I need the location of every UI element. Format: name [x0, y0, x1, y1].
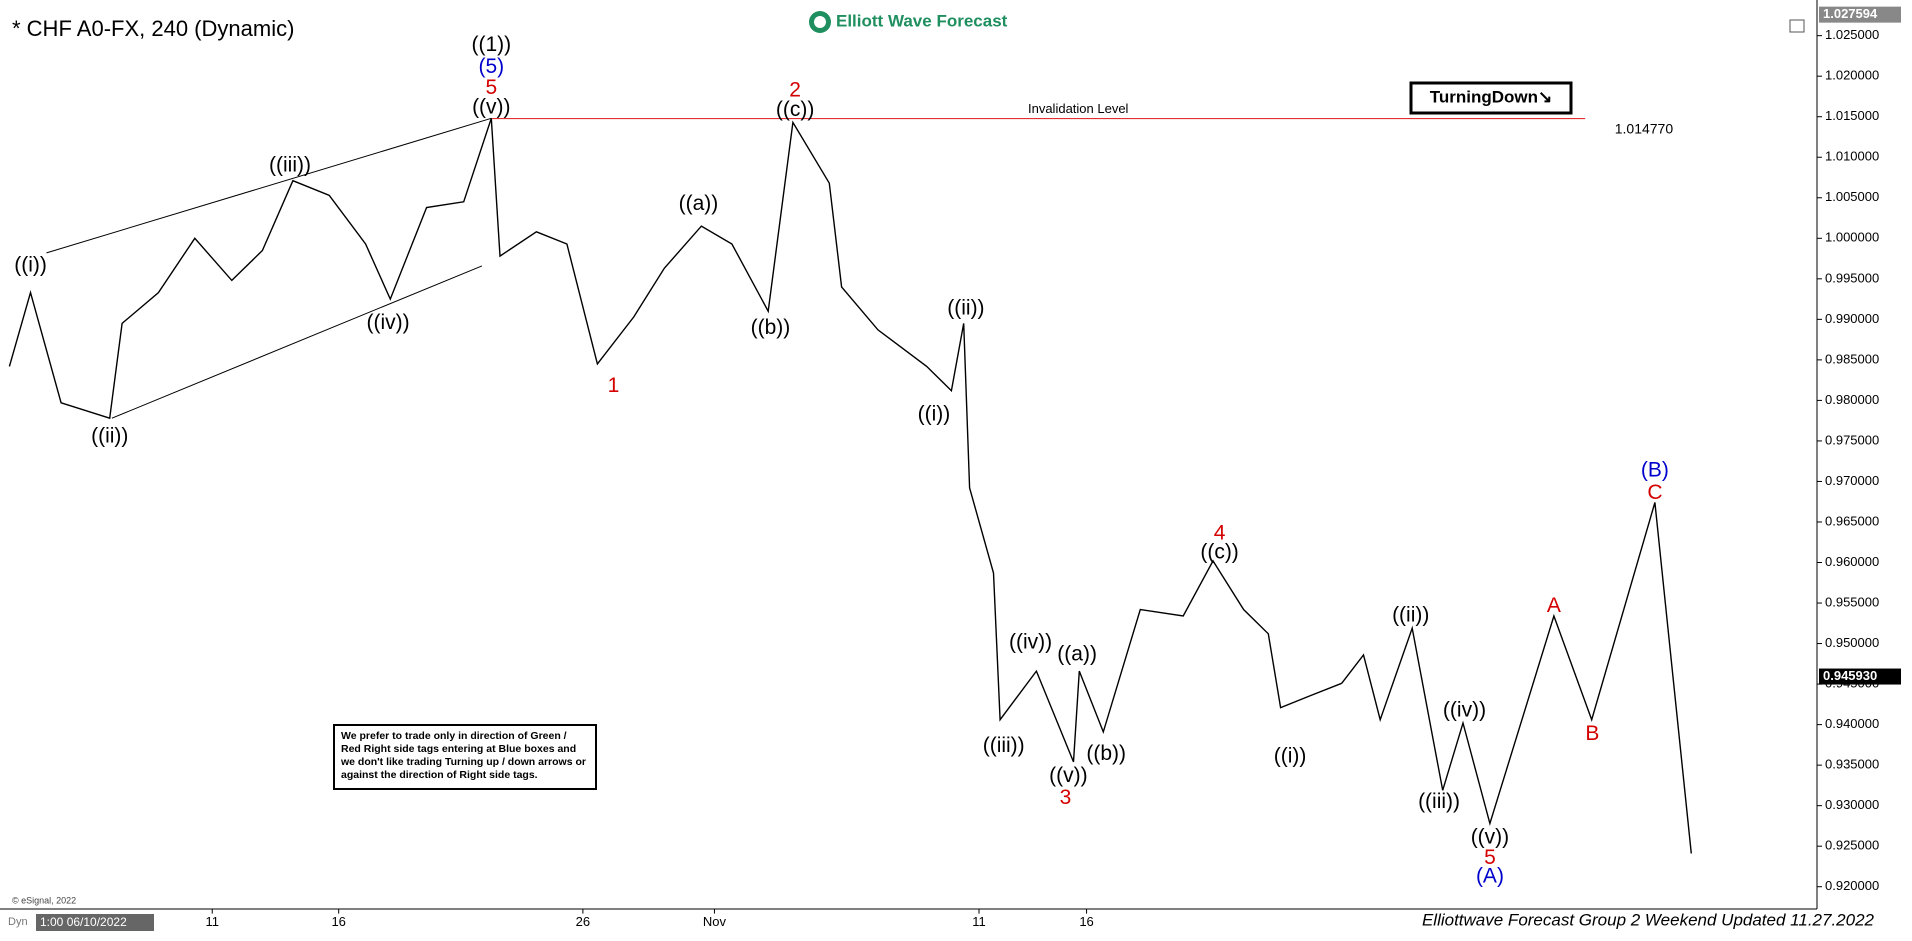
trend-line [46, 117, 492, 254]
wave-label: ((b)) [751, 316, 791, 339]
start-label-box [36, 914, 154, 931]
last-price: 0.945930 [1823, 668, 1877, 683]
wave-label: (B) [1641, 458, 1669, 481]
wave-label: ((v)) [1049, 764, 1087, 787]
wave-label: ((iii)) [269, 154, 311, 177]
wave-label: 5 [485, 76, 497, 99]
wave-label: C [1647, 481, 1662, 504]
wave-label: ((c)) [776, 98, 814, 121]
wave-label: ((ii)) [91, 424, 128, 447]
top-marker-box [1819, 6, 1901, 23]
copyright: © eSignal, 2022 [12, 895, 76, 905]
y-tick-label: 0.960000 [1825, 554, 1879, 569]
wave-label: ((c)) [1200, 540, 1238, 563]
wave-label: ((a)) [679, 192, 719, 215]
wave-label: 1 [608, 374, 620, 397]
wave-label: ((ii)) [1392, 604, 1429, 627]
projection-line [1341, 502, 1692, 854]
y-tick-label: 0.950000 [1825, 635, 1879, 650]
y-tick-label: 0.925000 [1825, 838, 1879, 853]
wave-label: A [1547, 594, 1561, 617]
y-tick-label: 1.010000 [1825, 149, 1879, 164]
y-tick-label: 1.020000 [1825, 68, 1879, 83]
y-tick-label: 0.930000 [1825, 797, 1879, 812]
x-tick-label: 11 [972, 914, 986, 929]
y-tick-label: 0.980000 [1825, 392, 1879, 407]
y-tick-label: 1.005000 [1825, 189, 1879, 204]
wave-label: ((ii)) [947, 296, 984, 319]
y-tick-label: 1.025000 [1825, 27, 1879, 42]
last-price-box [1819, 668, 1901, 685]
wave-label: B [1585, 722, 1599, 745]
y-tick-label: 0.965000 [1825, 513, 1879, 528]
y-tick-label: 0.970000 [1825, 473, 1879, 488]
wave-label: ((v)) [472, 95, 510, 118]
price-line [8, 118, 1342, 763]
y-tick-label: 0.940000 [1825, 716, 1879, 731]
corner-label: Dyn [8, 916, 28, 928]
x-tick-label: 16 [1079, 914, 1093, 929]
logo-icon [814, 16, 826, 28]
y-tick-label: 1.000000 [1825, 230, 1879, 245]
y-tick-label: 0.985000 [1825, 351, 1879, 366]
x-tick-label: 26 [576, 914, 590, 929]
x-tick-label: Nov [703, 914, 727, 929]
trend-line [111, 265, 483, 419]
logo: Elliott Wave Forecast [836, 11, 1008, 30]
wave-label: 2 [789, 78, 801, 101]
x-tick-label: 11 [205, 914, 219, 929]
y-tick-label: 0.975000 [1825, 432, 1879, 447]
wave-label: ((v)) [1471, 826, 1509, 849]
invalidation-label: Invalidation Level [1028, 101, 1129, 116]
wave-label: ((i)) [1274, 745, 1307, 768]
footer: Elliottwave Forecast Group 2 Weekend Upd… [1422, 910, 1875, 929]
wave-label: ((a)) [1057, 642, 1097, 665]
y-tick-label: 0.995000 [1825, 270, 1879, 285]
wave-label: 3 [1060, 786, 1072, 809]
wave-label: ((i)) [918, 403, 951, 426]
invalidation-value: 1.014770 [1615, 120, 1674, 136]
wave-label: ((iv)) [367, 311, 410, 334]
wave-label: ((iv)) [1009, 630, 1052, 653]
y-tick-label: 0.955000 [1825, 594, 1879, 609]
wave-label: ((iii)) [1418, 790, 1460, 813]
y-tick-label: 1.015000 [1825, 108, 1879, 123]
wave-label: 5 [1484, 846, 1496, 869]
wave-label: 4 [1214, 522, 1226, 545]
wave-label: ((b)) [1086, 742, 1126, 765]
y-tick-label: 0.935000 [1825, 757, 1879, 772]
chart-title: * CHF A0-FX, 240 (Dynamic) [12, 16, 294, 41]
start-label: 1:00 06/10/2022 [40, 915, 127, 929]
y-tick-label: 0.920000 [1825, 878, 1879, 893]
wave-label: ((i)) [14, 253, 47, 276]
y-tick-label: 0.990000 [1825, 311, 1879, 326]
wave-label: ((iii)) [983, 734, 1025, 757]
wave-label: ((1)) [471, 33, 511, 56]
wave-label: (A) [1476, 865, 1504, 888]
top-marker: 1.027594 [1823, 6, 1878, 21]
x-tick-label: 16 [331, 914, 345, 929]
wave-label: ((iv)) [1443, 698, 1486, 721]
tag-box [1409, 81, 1573, 115]
tag: TurningDown↘ [1430, 87, 1553, 106]
wave-label: (5) [478, 55, 504, 78]
window-icon[interactable] [1789, 19, 1805, 33]
note: We prefer to trade only in direction of … [333, 724, 597, 790]
